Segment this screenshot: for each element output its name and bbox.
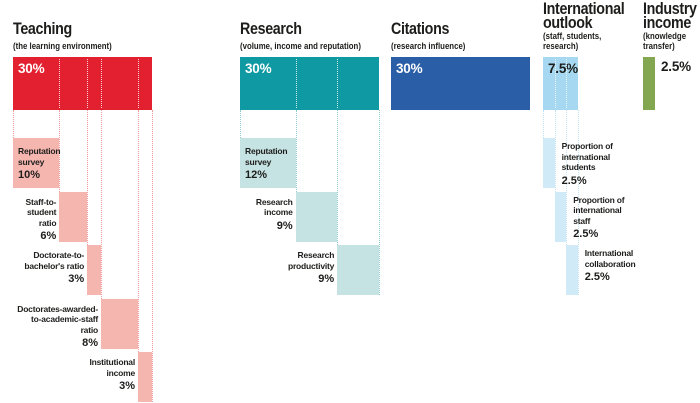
research-sub-bar-reputation-survey	[240, 138, 296, 188]
teaching-gridline	[138, 110, 139, 402]
research-sub-label-text: Reputation survey	[245, 146, 288, 167]
teaching-sub-bar-institutional-income	[138, 352, 152, 402]
teaching-sub-label-text: Reputation survey	[18, 146, 61, 167]
teaching-total-pct: 30%	[18, 61, 45, 76]
international-outlook-gridline	[578, 110, 579, 295]
teaching-divider	[138, 59, 139, 108]
industry-income-total-bar	[643, 57, 655, 110]
international-outlook-sub-label: Proportion of international students 2.5%	[562, 141, 613, 187]
teaching-sub-label: Institutional income 3%	[89, 357, 135, 392]
teaching-gridline	[13, 110, 14, 138]
teaching-sub-label-pct: 8%	[82, 337, 98, 349]
teaching-gridline	[59, 110, 61, 242]
research-total-pct: 30%	[245, 61, 272, 76]
international-outlook-total-bar	[543, 57, 578, 110]
industry-income-title: Industry income	[643, 0, 697, 32]
teaching-sub-bar-doctorates-awarded-to-academic-staff-ratio	[101, 298, 138, 349]
teaching-divider	[101, 59, 102, 108]
international-outlook-sub-label: International collaboration 2.5%	[585, 248, 636, 283]
research-gridline	[379, 110, 380, 295]
teaching-gridline	[101, 110, 102, 349]
international-outlook-divider	[566, 59, 568, 108]
international-outlook-sub-bar-proportion-of-international-students	[543, 138, 555, 188]
teaching-divider	[87, 59, 89, 108]
international-outlook-divider	[554, 59, 556, 108]
research-sub-bar-research-productivity	[337, 245, 379, 295]
research-sub-label-text: Research income	[255, 196, 293, 218]
citations-title: Citations	[391, 19, 450, 38]
international-outlook-sub-bar-international-collaboration	[566, 245, 578, 295]
research-subtitle: (volume, income and reputation)	[240, 41, 361, 51]
international-outlook-sub-label: Proportion of international staff 2.5%	[573, 195, 624, 241]
research-sub-label-text: Research productivity	[287, 250, 335, 271]
research-gridline	[240, 110, 241, 138]
teaching-sub-label-pct: 10%	[18, 169, 41, 181]
teaching-divider	[59, 59, 61, 108]
international-outlook-total-pct: 7.5%	[548, 61, 578, 76]
teaching-sub-label: Doctorates-awarded- to-academic-staff ra…	[17, 304, 98, 350]
research-sub-label: Reputation survey 12%	[245, 146, 288, 181]
teaching-sub-label-pct: 3%	[68, 273, 85, 285]
teaching-sub-bar-staff-to-student-ratio	[59, 191, 88, 242]
teaching-sub-label-text: Doctorate-to- bachelor's ratio	[24, 250, 85, 271]
research-sub-label: Research income 9%	[256, 197, 293, 232]
teaching-sub-label-text: Institutional income	[89, 357, 135, 378]
teaching-sub-bar-reputation-survey	[13, 138, 60, 188]
teaching-sub-label: Doctorate-to- bachelor's ratio 3%	[24, 250, 84, 285]
research-sub-label-pct: 9%	[276, 219, 293, 232]
research-sub-label: Research productivity 9%	[288, 250, 334, 285]
citations-total-pct: 30%	[396, 61, 423, 76]
industry-income-subtitle: (knowledge transfer)	[643, 31, 687, 51]
international-outlook-title: International outlook	[543, 0, 625, 32]
teaching-sub-label-text: Doctorates-awarded- to-academic-staff ra…	[17, 303, 98, 335]
international-outlook-gridline	[566, 110, 568, 295]
teaching-sub-label: Staff-to- student ratio 6%	[26, 197, 57, 243]
teaching-gridline	[152, 110, 153, 402]
international-outlook-sub-label-pct: 2.5%	[573, 228, 599, 240]
teaching-gridline	[87, 110, 89, 295]
teaching-sub-label-pct: 6%	[40, 230, 57, 242]
research-title: Research	[240, 19, 302, 38]
teaching-subtitle: (the learning environment)	[13, 41, 112, 51]
international-outlook-sub-label-pct: 2.5%	[584, 271, 610, 283]
research-sub-label-pct: 12%	[245, 169, 268, 181]
teaching-sub-label-pct: 3%	[119, 380, 135, 392]
international-outlook-sub-label-text: Proportion of international students	[561, 141, 613, 172]
teaching-title: Teaching	[13, 19, 72, 38]
research-sub-bar-research-income	[295, 191, 338, 242]
research-gridline	[337, 110, 339, 295]
industry-income-total-pct: 2.5%	[661, 59, 691, 74]
citations-total-bar	[391, 57, 530, 110]
teaching-total-bar	[13, 57, 152, 110]
research-divider	[337, 59, 339, 108]
international-outlook-subtitle: (staff, students, research)	[543, 31, 602, 51]
international-outlook-sub-label-pct: 2.5%	[561, 174, 587, 187]
international-outlook-gridline	[554, 110, 556, 242]
international-outlook-sub-label-text: Proportion of international staff	[573, 194, 625, 226]
research-total-bar	[240, 57, 379, 110]
research-gridline	[295, 110, 297, 242]
teaching-sub-bar-doctorate-to-bachelor-s-ratio	[87, 245, 101, 295]
research-sub-label-pct: 9%	[318, 273, 335, 285]
citations-subtitle: (research influence)	[391, 41, 466, 51]
teaching-sub-label-text: Staff-to- student ratio	[25, 196, 57, 228]
teaching-sub-label: Reputation survey 10%	[18, 146, 61, 181]
research-divider	[295, 59, 297, 108]
international-outlook-sub-label-text: International collaboration	[584, 248, 636, 269]
international-outlook-gridline	[543, 110, 544, 138]
international-outlook-sub-bar-proportion-of-international-staff	[554, 191, 567, 242]
